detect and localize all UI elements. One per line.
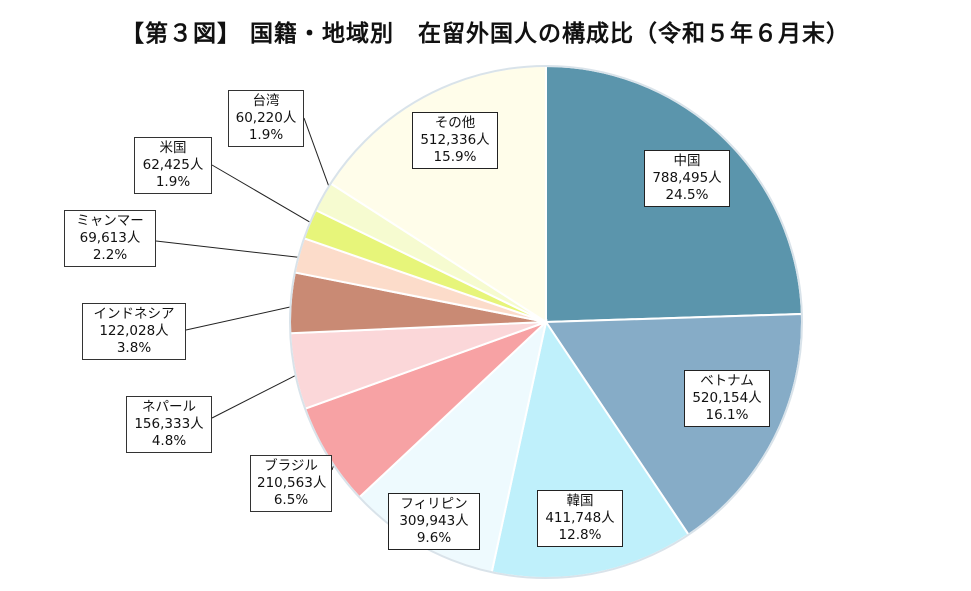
leader-line-5 bbox=[211, 368, 309, 419]
label-indonesia: インドネシア 122,028人 3.8% bbox=[82, 303, 186, 360]
leader-line-7 bbox=[155, 240, 313, 260]
chart-title: 【第３図】 国籍・地域別 在留外国人の構成比（令和５年６月末） bbox=[120, 21, 850, 47]
pie-slices bbox=[289, 64, 803, 579]
label-usa: 米国 62,425人 1.9% bbox=[134, 137, 212, 194]
leader-line-8 bbox=[211, 164, 323, 230]
label-korea: 韓国 411,748人 12.8% bbox=[537, 490, 623, 547]
label-vietnam: ベトナム 520,154人 16.1% bbox=[684, 370, 770, 427]
pie-rim bbox=[289, 65, 803, 579]
label-taiwan: 台湾 60,220人 1.9% bbox=[228, 90, 304, 147]
label-philippines: フィリピン 309,943人 9.6% bbox=[388, 493, 480, 550]
label-china: 中国 788,495人 24.5% bbox=[644, 150, 730, 207]
leader-line-6 bbox=[185, 303, 305, 331]
label-nepal: ネパール 156,333人 4.8% bbox=[126, 396, 212, 453]
label-other: その他 512,336人 15.9% bbox=[412, 112, 498, 169]
label-brazil: ブラジル 210,563人 6.5% bbox=[250, 455, 332, 512]
label-myanmar: ミャンマー 69,613人 2.2% bbox=[64, 210, 156, 267]
